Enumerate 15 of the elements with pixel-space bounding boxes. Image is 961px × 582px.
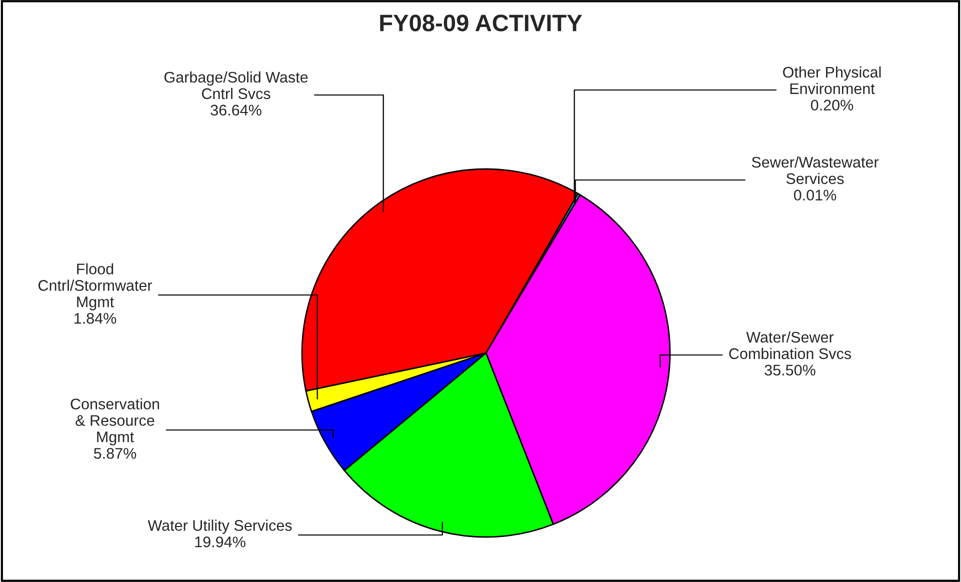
data-label: 0.20% [810,100,854,111]
data-label: 35.50% [764,364,816,376]
slice-label: Conservation & Resource Mgmt [70,398,160,446]
data-label: 36.64% [210,104,262,116]
slice-label: Water/Sewer Combination Svcs [729,331,852,360]
data-label: 0.01% [794,190,836,201]
slice-label: Sewer/Wastewater Services [752,156,879,184]
data-label: 1.84% [74,312,116,324]
slice-label: Other Physical Environment [783,66,881,94]
data-label: 5.87% [94,448,136,459]
data-label: 19.94% [195,536,246,548]
slice-label: Water Utility Services [148,520,292,534]
slice-label: Garbage/Solid Waste Cntrl Svcs [164,71,308,100]
chart-title: FY08-09 ACTIVITY [380,14,582,32]
slice-label: Flood Cntrl/Stormwater Mgmt [38,263,152,310]
